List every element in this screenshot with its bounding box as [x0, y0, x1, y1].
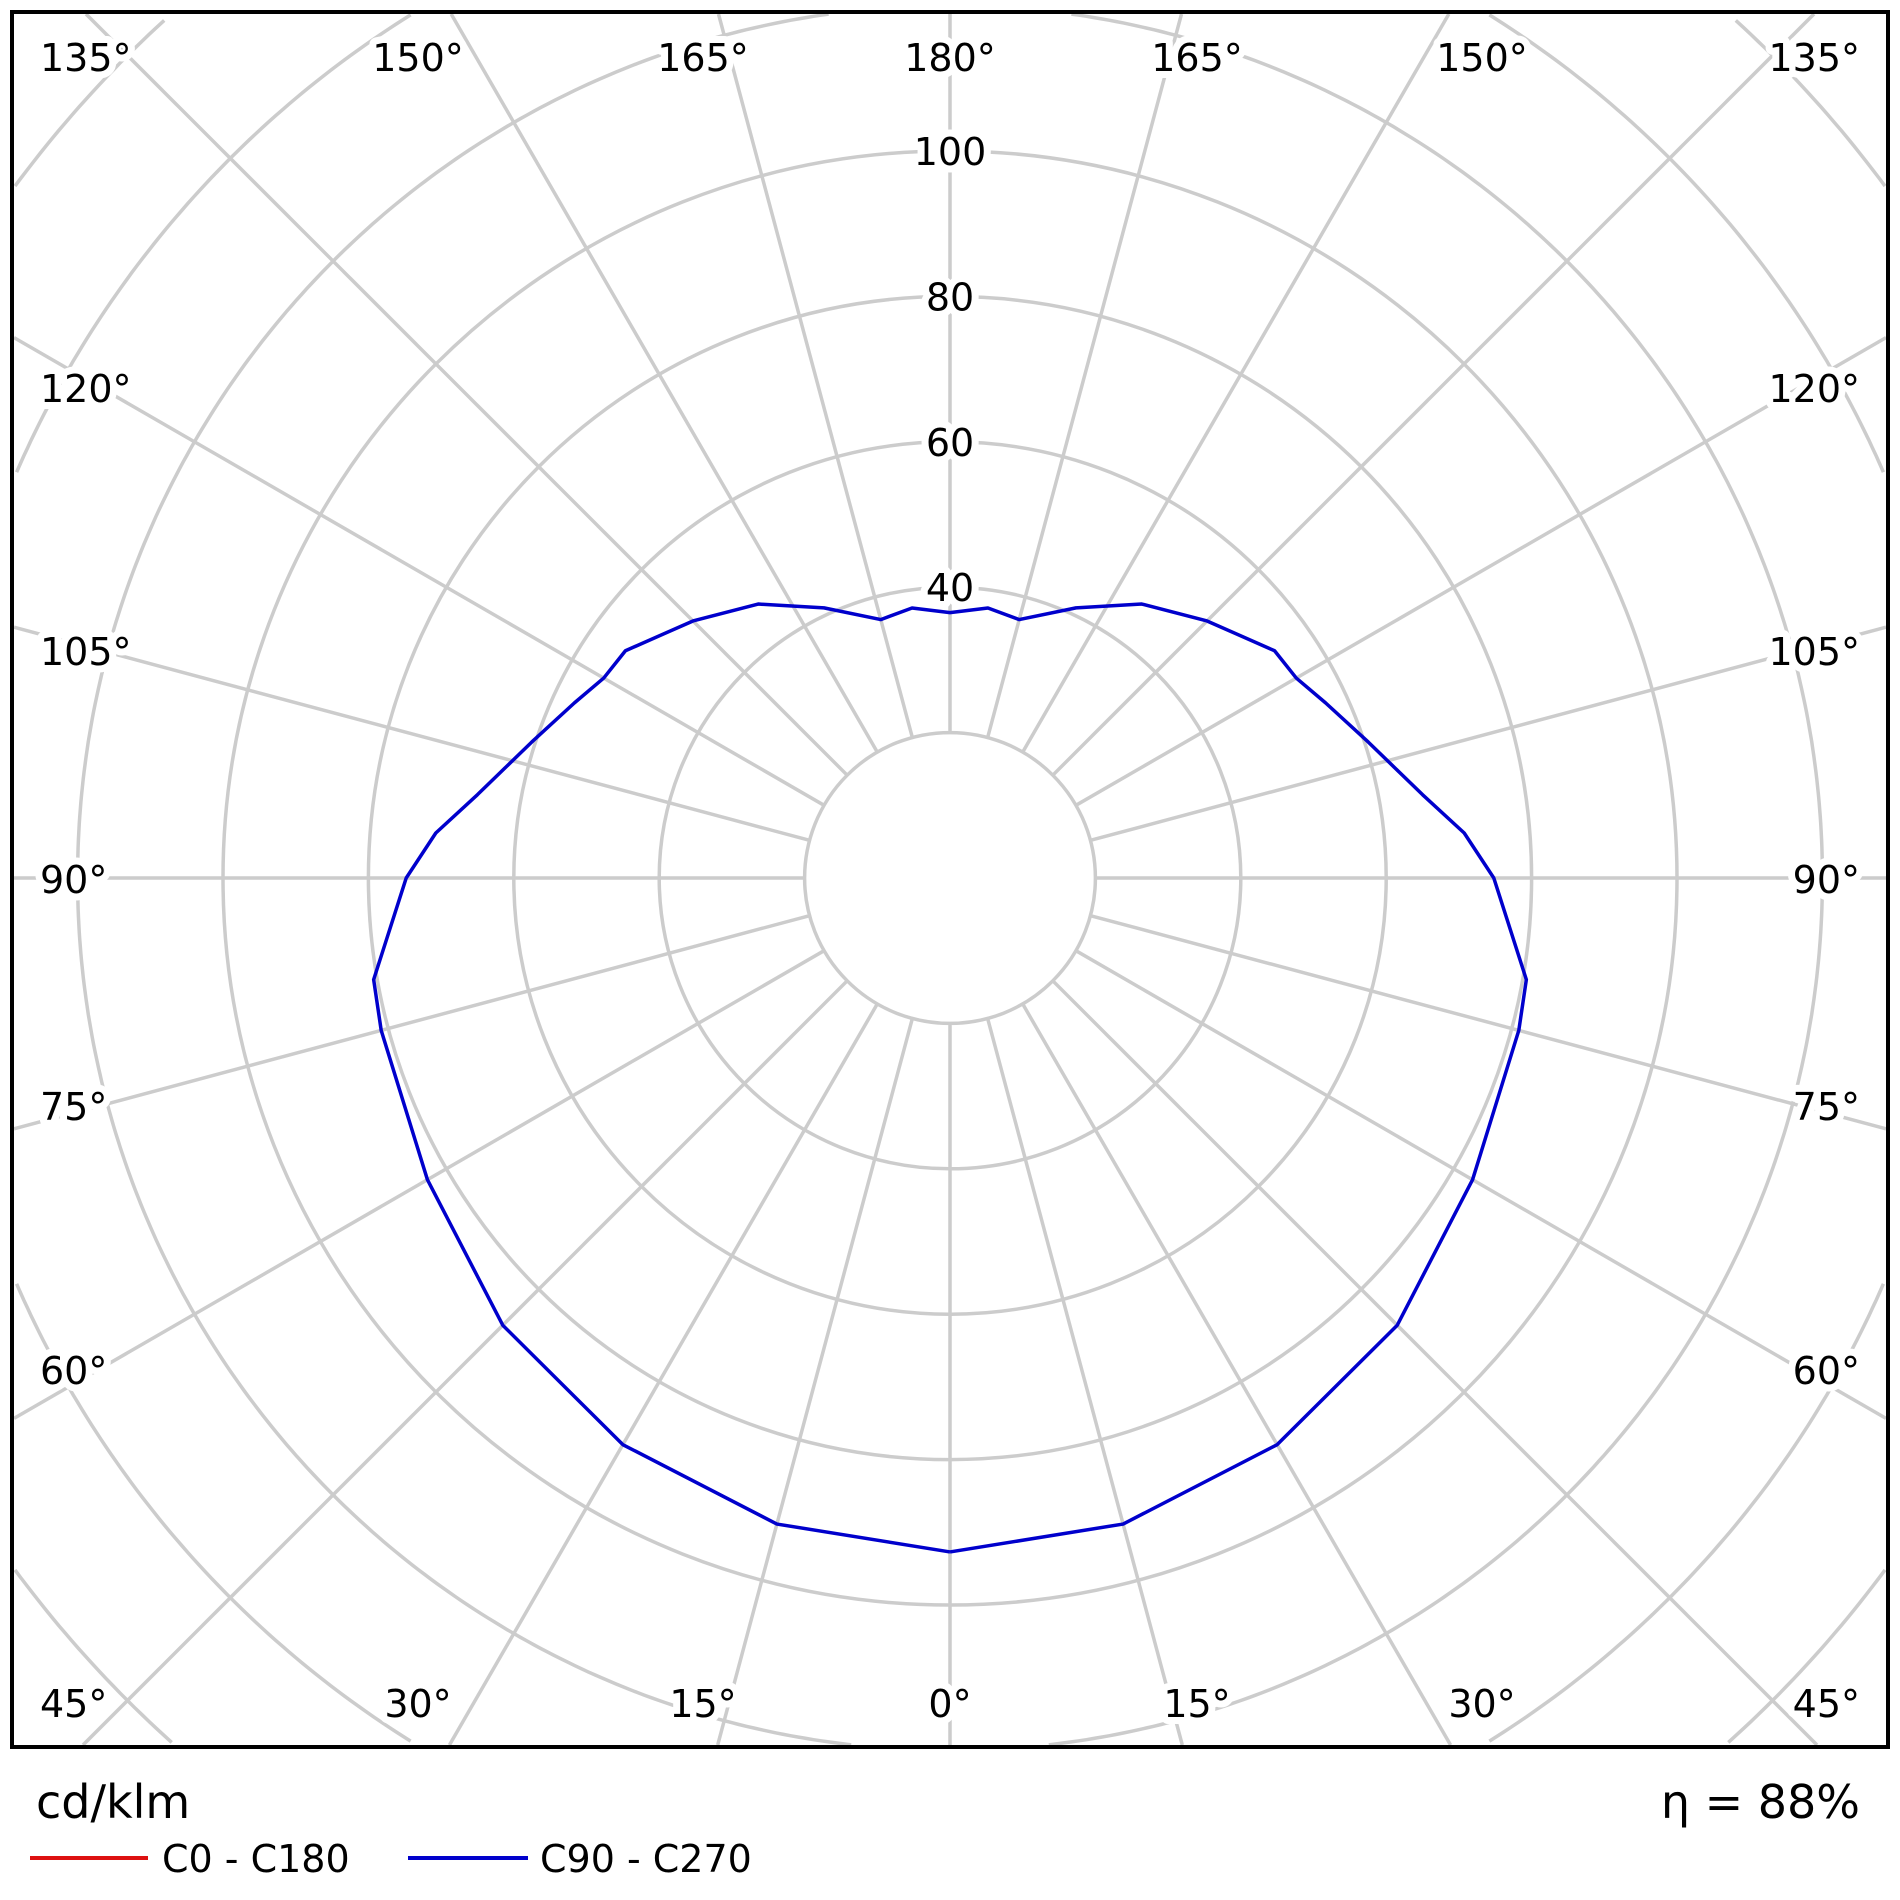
unit-label: cd/klm	[36, 1775, 190, 1829]
radial-tick-label: 40	[926, 566, 974, 610]
angle-tick-label: 165°	[657, 36, 749, 80]
polar-grid	[13, 12, 1887, 1747]
grid-ring	[1488, 13, 1886, 473]
grid-spoke	[1089, 913, 1887, 1131]
grid-spoke	[716, 13, 915, 739]
grid-spoke	[449, 13, 879, 753]
angle-tick-label: 45°	[40, 1682, 107, 1726]
angle-tick-label: 60°	[40, 1349, 107, 1393]
grid-spoke	[1051, 979, 1819, 1747]
grid-spoke	[447, 1003, 879, 1746]
angle-tick-label: 30°	[1448, 1682, 1515, 1726]
angle-tick-label: 90°	[1793, 858, 1860, 902]
angle-tick-label: 120°	[1768, 367, 1860, 411]
grid-spoke	[1075, 949, 1887, 1420]
angle-tick-label: 45°	[1793, 1682, 1860, 1726]
grid-ring	[1734, 19, 1887, 188]
angle-tick-label: 150°	[1436, 36, 1528, 80]
grid-spoke	[1021, 1003, 1453, 1746]
grid-spoke	[84, 12, 849, 777]
angle-tick-label: 15°	[1163, 1682, 1230, 1726]
grid-ring	[1048, 12, 1825, 1747]
chart-frame	[10, 10, 1890, 1749]
angle-tick-label: 60°	[1793, 1349, 1860, 1393]
angle-tick-label: 15°	[669, 1682, 736, 1726]
grid-spoke	[715, 1017, 915, 1746]
angle-tick-labels: 135° 120° 105° 90° 75° 60° 45° 135° 120° 105° 90° 7…	[33, 29, 1867, 1733]
angle-tick-label: 135°	[1768, 36, 1860, 80]
series-curve-0	[371, 602, 1529, 1554]
angle-tick-label: 90°	[40, 858, 107, 902]
grid-spoke	[81, 979, 849, 1747]
angle-tick-label: 105°	[40, 630, 132, 674]
grid-ring	[802, 730, 1098, 1026]
grid-spoke	[1021, 13, 1451, 753]
grid-spoke	[13, 625, 811, 843]
angle-tick-label: 120°	[40, 367, 132, 411]
grid-ring	[1727, 1568, 1887, 1744]
radial-tick-label: 60	[926, 421, 974, 465]
legend-label-c90-c270: C90 - C270	[540, 1837, 752, 1881]
angle-tick-label: 75°	[1793, 1085, 1860, 1129]
angle-tick-label: 180°	[904, 36, 996, 80]
grid-spoke	[1051, 12, 1816, 777]
grid-ring	[1488, 1283, 1886, 1743]
grid-spoke	[13, 913, 811, 1131]
angle-tick-label: 0°	[928, 1682, 971, 1726]
angle-tick-label: 165°	[1151, 36, 1243, 80]
grid-spoke	[13, 336, 825, 807]
angle-tick-label: 75°	[40, 1085, 107, 1129]
grid-spoke	[1089, 625, 1887, 843]
grid-spoke	[13, 949, 825, 1420]
angle-tick-label: 30°	[384, 1682, 451, 1726]
grid-ring	[14, 1283, 412, 1743]
angle-tick-label: 135°	[40, 36, 132, 80]
grid-spoke	[1075, 336, 1887, 807]
radial-tick-label: 80	[926, 275, 974, 319]
legend-label-c0-c180: C0 - C180	[162, 1837, 350, 1881]
grid-ring	[13, 19, 166, 188]
grid-spoke	[985, 13, 1184, 739]
angle-tick-label: 105°	[1768, 630, 1860, 674]
curves	[371, 602, 1529, 1554]
angle-tick-label: 150°	[372, 36, 464, 80]
grid-spoke	[985, 1017, 1185, 1746]
legend: C0 - C180 C90 - C270	[30, 1837, 752, 1881]
radial-tick-labels: 40 60 80 100	[907, 123, 994, 617]
grid-ring	[75, 12, 852, 1747]
radial-tick-label: 100	[914, 130, 987, 174]
grid-ring	[13, 1568, 173, 1744]
efficiency-label: η = 88%	[1661, 1775, 1860, 1829]
grid-ring	[14, 13, 412, 473]
